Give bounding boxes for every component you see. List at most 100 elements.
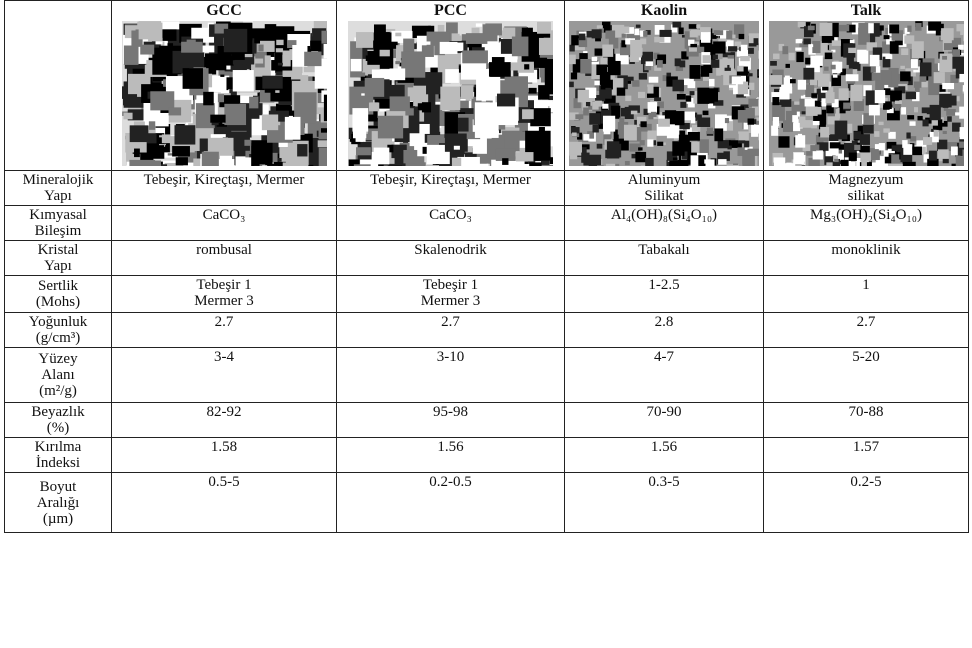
value-line: rombusal	[115, 242, 333, 258]
value-line: 2.7	[767, 314, 965, 330]
value-cell: 0.5-5	[112, 473, 337, 533]
value-line: 2.7	[115, 314, 333, 330]
label-line: Boyut	[8, 479, 108, 495]
value-line: CaCO₃	[115, 207, 333, 223]
value-line: 0.2-5	[767, 474, 965, 490]
value-line: Skalenodrik	[340, 242, 561, 258]
value-cell: 3-4	[112, 348, 337, 403]
micrograph	[569, 21, 759, 166]
value-line: 1-2.5	[568, 277, 760, 293]
row-label: Sertlik(Mohs)	[5, 276, 112, 313]
value-line: silikat	[767, 188, 965, 204]
value-cell: Tabakalı	[565, 241, 764, 276]
label-line: (Mohs)	[8, 294, 108, 310]
column-header: GCC	[112, 1, 337, 171]
value-line: CaCO₃	[340, 207, 561, 223]
value-line: 95-98	[340, 404, 561, 420]
value-cell: rombusal	[112, 241, 337, 276]
value-line: 82-92	[115, 404, 333, 420]
row-label: Yoğunluk(g/cm³)	[5, 313, 112, 348]
value-cell: 70-90	[565, 403, 764, 438]
value-line: 2.7	[340, 314, 561, 330]
value-line: Tebeşir 1	[115, 277, 333, 293]
value-cell: Mg₃(OH)₂(Si₄O₁₀)	[764, 206, 969, 241]
value-line: 1.58	[115, 439, 333, 455]
value-cell: CaCO₃	[112, 206, 337, 241]
value-cell: Skalenodrik	[337, 241, 565, 276]
value-line: 3-10	[340, 349, 561, 365]
value-line: Al₄(OH)₈(Si₄O₁₀)	[568, 207, 760, 223]
page: GCCPCCKaolinTalk MineralojikYapıTebeşir,…	[0, 0, 972, 648]
value-line: Tebeşir, Kireçtaşı, Mermer	[340, 172, 561, 188]
value-line: Tebeşir, Kireçtaşı, Mermer	[115, 172, 333, 188]
column-header: Kaolin	[565, 1, 764, 171]
label-line: Beyazlık	[8, 404, 108, 420]
value-line: 0.2-0.5	[340, 474, 561, 490]
value-line: 2.8	[568, 314, 760, 330]
label-line: (m²/g)	[8, 383, 108, 399]
value-line: Magnezyum	[767, 172, 965, 188]
value-cell: 1.56	[337, 438, 565, 473]
label-line: Sertlik	[8, 278, 108, 294]
value-cell: Tebeşir, Kireçtaşı, Mermer	[112, 171, 337, 206]
label-line: Kristal	[8, 242, 108, 258]
value-cell: 1.56	[565, 438, 764, 473]
label-line: Yapı	[8, 188, 108, 204]
value-cell: 70-88	[764, 403, 969, 438]
label-line: Kırılma	[8, 439, 108, 455]
label-line: Mineralojik	[8, 172, 108, 188]
column-name: GCC	[112, 1, 336, 21]
value-line: Mermer 3	[115, 293, 333, 309]
value-cell: 0.2-0.5	[337, 473, 565, 533]
value-cell: Tebeşir, Kireçtaşı, Mermer	[337, 171, 565, 206]
value-line: 3-4	[115, 349, 333, 365]
label-line: Kımyasal	[8, 207, 108, 223]
value-cell: 82-92	[112, 403, 337, 438]
value-cell: 1.57	[764, 438, 969, 473]
value-line: Silikat	[568, 188, 760, 204]
corner-cell	[5, 1, 112, 171]
value-line: Mermer 3	[340, 293, 561, 309]
micrograph	[348, 21, 553, 166]
value-cell: 2.7	[337, 313, 565, 348]
value-cell: 3-10	[337, 348, 565, 403]
value-line: 1.57	[767, 439, 965, 455]
value-cell: 2.7	[112, 313, 337, 348]
micrograph	[769, 21, 964, 166]
label-line: Aralığı	[8, 495, 108, 511]
value-cell: 2.8	[565, 313, 764, 348]
value-line: 70-90	[568, 404, 760, 420]
column-header: PCC	[337, 1, 565, 171]
column-name: Kaolin	[565, 1, 763, 21]
value-cell: 2.7	[764, 313, 969, 348]
value-cell: 1	[764, 276, 969, 313]
label-line: Alanı	[8, 367, 108, 383]
label-line: (µm)	[8, 511, 108, 527]
value-cell: 1-2.5	[565, 276, 764, 313]
value-line: monoklinik	[767, 242, 965, 258]
value-cell: monoklinik	[764, 241, 969, 276]
column-name: Talk	[764, 1, 968, 21]
value-line: 0.3-5	[568, 474, 760, 490]
value-cell: 5-20	[764, 348, 969, 403]
micrograph	[122, 21, 327, 166]
value-line: Mg₃(OH)₂(Si₄O₁₀)	[767, 207, 965, 223]
value-cell: 0.2-5	[764, 473, 969, 533]
value-line: 0.5-5	[115, 474, 333, 490]
